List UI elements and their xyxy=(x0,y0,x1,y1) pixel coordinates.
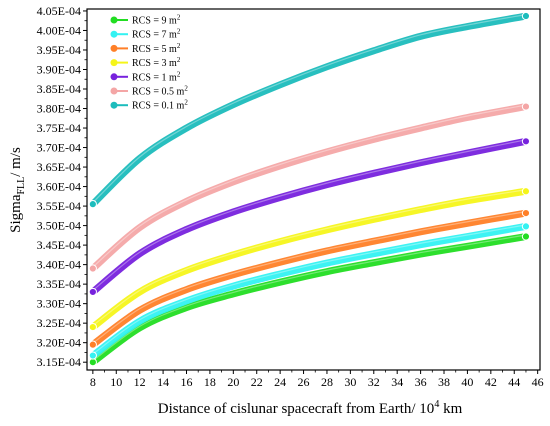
y-tick-label: 3.50E-04 xyxy=(37,219,81,233)
series-endpoint xyxy=(521,222,531,231)
legend-label: RCS = 3 m2 xyxy=(132,56,181,69)
y-tick-label: 3.35E-04 xyxy=(37,277,81,291)
y-axis-title: SigmaFLL/ m/s xyxy=(8,147,27,233)
x-tick-label: 40 xyxy=(461,375,473,389)
legend-swatch-marker xyxy=(110,16,118,24)
series-line xyxy=(89,187,530,331)
legend-swatch-marker xyxy=(110,44,118,52)
x-tick-label: 34 xyxy=(391,375,403,389)
legend-swatch-marker xyxy=(110,73,118,81)
plot-frame xyxy=(86,8,541,371)
x-tick-label: 38 xyxy=(438,375,450,389)
x-tick-label: 28 xyxy=(321,375,333,389)
x-axis-title: Distance of cislunar spacecraft from Ear… xyxy=(158,399,463,417)
y-tick-label: 3.45E-04 xyxy=(37,238,81,252)
series-highlight xyxy=(92,13,527,204)
series-endpoint xyxy=(521,11,531,21)
legend-label: RCS = 0.1 m2 xyxy=(132,99,188,112)
x-tick-label: 30 xyxy=(344,375,356,389)
series-endpoint xyxy=(521,232,531,241)
series-line xyxy=(89,222,530,360)
y-tick-label: 3.30E-04 xyxy=(37,297,81,311)
y-tick-label: 3.60E-04 xyxy=(37,180,81,194)
series-endpoint xyxy=(88,264,97,273)
series-endpoint xyxy=(521,209,531,218)
x-axis-title-suffix: km xyxy=(439,401,462,417)
legend-label: RCS = 0.5 m2 xyxy=(132,85,188,98)
x-tick-label: 22 xyxy=(251,375,263,389)
series-line xyxy=(89,209,530,349)
y-tick-label: 3.25E-04 xyxy=(37,316,81,330)
series-line xyxy=(89,103,530,273)
x-tick-label: 16 xyxy=(180,375,192,389)
y-tick-label: 4.05E-04 xyxy=(37,4,81,18)
series-endpoint xyxy=(521,187,531,196)
x-tick-label: 20 xyxy=(227,375,239,389)
x-axis-title-sup: 4 xyxy=(434,399,439,410)
series-highlight xyxy=(92,224,527,355)
x-tick-label: 42 xyxy=(485,375,497,389)
series-highlight xyxy=(92,104,527,268)
y-tick-label: 3.75E-04 xyxy=(37,121,81,135)
axes-layer: 8 10 12 14 16 18 20 22 24 26 28 30 32 34 36 38 40 42 44 46 3… xyxy=(37,4,544,389)
y-tick-label: 3.55E-04 xyxy=(37,199,81,213)
legend-label: RCS = 9 m2 xyxy=(132,14,181,27)
x-tick-label: 44 xyxy=(508,375,520,389)
x-tick-label: 12 xyxy=(134,375,146,389)
series-endpoint xyxy=(88,358,97,367)
legend-swatch-marker xyxy=(110,59,118,67)
x-tick-label: 8 xyxy=(90,375,96,389)
series-endpoint xyxy=(88,200,97,209)
series-line xyxy=(89,233,530,366)
y-tick-label: 4.00E-04 xyxy=(37,23,81,37)
x-tick-label: 24 xyxy=(274,375,286,389)
legend-swatch-marker xyxy=(110,87,118,95)
x-tick-label: 46 xyxy=(532,375,544,389)
series-line xyxy=(89,137,530,296)
legend-label: RCS = 7 m2 xyxy=(132,28,181,41)
series-highlight xyxy=(92,234,527,362)
x-tick-label: 26 xyxy=(298,375,310,389)
series-endpoint xyxy=(88,340,97,349)
y-tick-label: 3.15E-04 xyxy=(37,355,81,369)
series-endpoint xyxy=(521,102,531,111)
series-highlight xyxy=(92,189,527,327)
y-tick-label: 3.65E-04 xyxy=(37,160,81,174)
x-tick-label: 14 xyxy=(157,375,169,389)
y-tick-label: 3.40E-04 xyxy=(37,258,81,272)
series-endpoint xyxy=(88,351,97,360)
y-tick-label: 3.85E-04 xyxy=(37,82,81,96)
series-line xyxy=(89,12,530,208)
y-tick-label: 3.90E-04 xyxy=(37,62,81,76)
y-tick-label: 3.20E-04 xyxy=(37,336,81,350)
y-tick-label: 3.95E-04 xyxy=(37,43,81,57)
y-axis-title-main: Sigma xyxy=(8,194,24,233)
y-tick-label: 3.80E-04 xyxy=(37,102,81,116)
y-axis-title-suffix: / m/s xyxy=(8,147,24,177)
series-endpoint xyxy=(88,287,97,297)
x-tick-label: 36 xyxy=(415,375,427,389)
legend-swatch-marker xyxy=(110,101,118,109)
x-tick-label: 10 xyxy=(110,375,122,389)
series-highlight xyxy=(92,139,527,291)
y-tick-label: 3.70E-04 xyxy=(37,141,81,155)
legend-label: RCS = 5 m2 xyxy=(132,42,181,55)
legend-swatch-marker xyxy=(110,30,118,38)
y-axis-title-sub: FLL xyxy=(16,177,27,195)
series-endpoint xyxy=(88,322,97,332)
x-tick-label: 18 xyxy=(204,375,216,389)
series-endpoint xyxy=(521,137,531,146)
x-tick-label: 32 xyxy=(368,375,380,389)
series-highlight xyxy=(92,211,527,344)
x-axis-title-text: Distance of cislunar spacecraft from Ear… xyxy=(158,401,435,417)
series-layer xyxy=(88,11,531,367)
legend-label: RCS = 1 m2 xyxy=(132,70,181,83)
